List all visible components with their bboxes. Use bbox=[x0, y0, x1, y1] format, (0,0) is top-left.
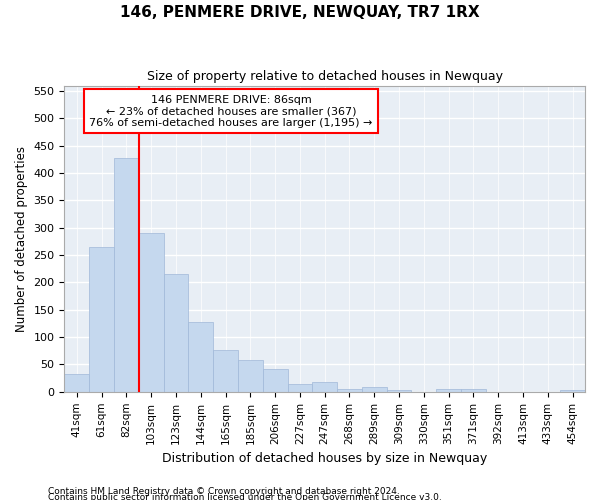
Bar bbox=[238, 360, 263, 392]
Bar bbox=[114, 158, 139, 392]
X-axis label: Distribution of detached houses by size in Newquay: Distribution of detached houses by size … bbox=[162, 452, 487, 465]
Bar bbox=[89, 247, 114, 392]
Text: 146 PENMERE DRIVE: 86sqm
← 23% of detached houses are smaller (367)
76% of semi-: 146 PENMERE DRIVE: 86sqm ← 23% of detach… bbox=[89, 94, 373, 128]
Bar bbox=[64, 374, 89, 392]
Title: Size of property relative to detached houses in Newquay: Size of property relative to detached ho… bbox=[147, 70, 503, 83]
Bar bbox=[560, 390, 585, 392]
Bar bbox=[386, 390, 412, 392]
Text: 146, PENMERE DRIVE, NEWQUAY, TR7 1RX: 146, PENMERE DRIVE, NEWQUAY, TR7 1RX bbox=[120, 5, 480, 20]
Bar bbox=[188, 322, 213, 392]
Bar bbox=[436, 389, 461, 392]
Bar bbox=[337, 388, 362, 392]
Bar bbox=[461, 389, 486, 392]
Bar bbox=[263, 370, 287, 392]
Bar bbox=[164, 274, 188, 392]
Bar bbox=[139, 232, 164, 392]
Bar bbox=[313, 382, 337, 392]
Text: Contains HM Land Registry data © Crown copyright and database right 2024.: Contains HM Land Registry data © Crown c… bbox=[48, 486, 400, 496]
Bar bbox=[287, 384, 313, 392]
Y-axis label: Number of detached properties: Number of detached properties bbox=[15, 146, 28, 332]
Text: Contains public sector information licensed under the Open Government Licence v3: Contains public sector information licen… bbox=[48, 492, 442, 500]
Bar bbox=[362, 387, 386, 392]
Bar bbox=[213, 350, 238, 392]
